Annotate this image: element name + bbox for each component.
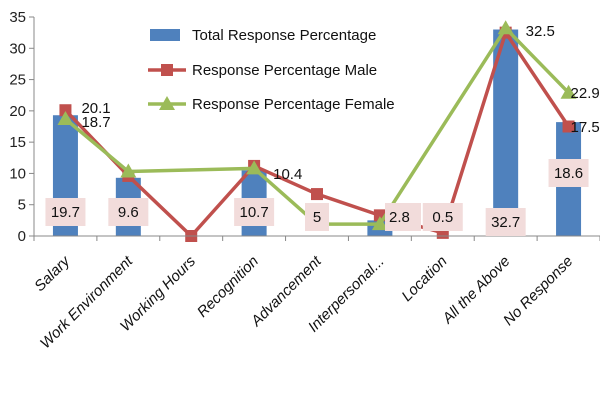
y-tick-label: 0 <box>18 228 26 245</box>
line-data-label: 2.8 <box>389 209 410 226</box>
line-data-label: 5 <box>313 209 321 226</box>
point-marker <box>562 120 575 133</box>
bar-data-label: 9.6 <box>118 204 139 221</box>
line-data-label: 22.9 <box>571 85 600 102</box>
bar-data-label-box <box>485 208 526 236</box>
bar-series <box>52 29 582 237</box>
data-labels: 19.7 9.6 10.7 32.7 18.6 20.1 10.4 2.8 0.5 32.5 17.… <box>45 23 600 236</box>
x-category-label: Location <box>398 253 450 305</box>
legend-label: Total Response Percentage <box>192 27 376 44</box>
legend-swatch <box>150 29 180 41</box>
point-marker <box>246 160 263 175</box>
point-marker <box>57 110 74 125</box>
y-tick-label: 10 <box>9 165 26 182</box>
y-tick-label: 35 <box>9 9 26 26</box>
bar-data-label: 32.7 <box>491 214 520 231</box>
line-data-label: 18.7 <box>81 114 110 131</box>
line-data-label-box <box>305 203 329 231</box>
x-category-label: Salary <box>31 252 74 295</box>
y-tick-label: 25 <box>9 72 26 89</box>
legend-marker <box>159 96 175 110</box>
point-marker <box>120 163 137 178</box>
bar-data-label-box <box>548 159 589 187</box>
bar-data-label: 19.7 <box>51 204 80 221</box>
legend-label: Response Percentage Female <box>192 96 395 113</box>
point-marker <box>497 20 514 35</box>
y-tick-label: 20 <box>9 103 26 120</box>
bar-data-label-box <box>234 198 275 226</box>
bar-data-label: 18.6 <box>554 165 583 182</box>
line-data-label: 10.4 <box>273 166 302 183</box>
point-marker <box>560 84 577 99</box>
x-category-label: Recognition <box>194 253 262 321</box>
y-tick-label: 5 <box>18 197 26 214</box>
y-tick-label: 30 <box>9 40 26 57</box>
line-data-label: 20.1 <box>81 100 110 117</box>
line-data-label-box <box>422 203 463 231</box>
bar-data-label-box <box>108 198 149 226</box>
point-marker <box>311 188 323 201</box>
legend-label: Response Percentage Male <box>192 62 377 79</box>
legend: Total Response Percentage Response Percen… <box>148 27 395 113</box>
line-data-label: 32.5 <box>526 23 555 40</box>
y-tick-label: 15 <box>9 134 26 151</box>
point-marker <box>371 216 388 231</box>
line-data-label-box <box>385 203 421 231</box>
bar-data-label-box <box>45 198 86 226</box>
line-data-label: 0.5 <box>432 209 453 226</box>
legend-marker <box>161 64 173 76</box>
bar-data-label: 10.7 <box>240 204 269 221</box>
point-marker <box>59 104 72 117</box>
line-data-label: 17.5 <box>571 119 600 136</box>
